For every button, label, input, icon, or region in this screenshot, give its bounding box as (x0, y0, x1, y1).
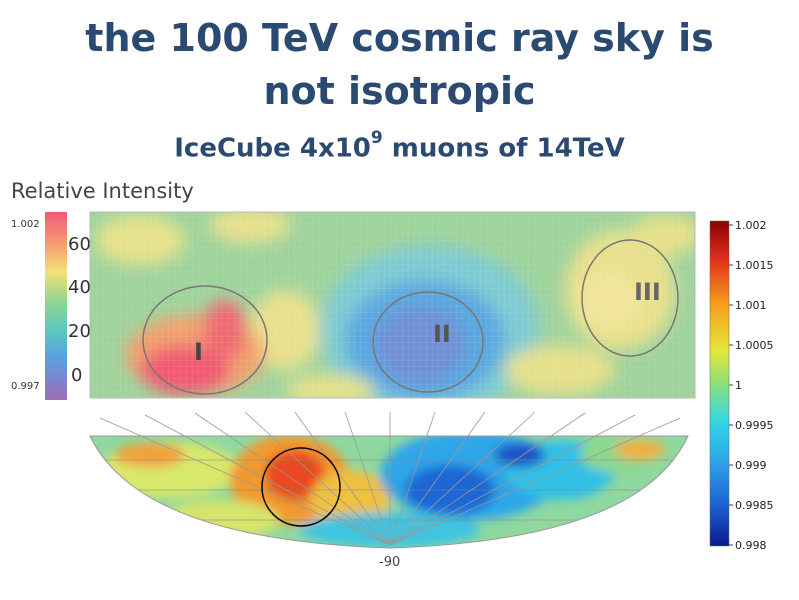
left-scale-tick: 60 (68, 234, 91, 255)
region-circle-2 (372, 291, 484, 393)
region-label-2: II (433, 320, 451, 348)
bowl-hotspot-circle (261, 447, 341, 527)
bowl-grid-lines (99, 411, 681, 546)
colorbar-tick: 1.001 (735, 299, 767, 312)
title-line-2: not isotropic (263, 69, 536, 113)
left-scale-tick: 40 (68, 277, 91, 298)
colorbar-tick: 1.0005 (735, 339, 774, 352)
colorbar-tick: 1 (735, 379, 742, 392)
left-scale-top-label: 1.002 (11, 219, 40, 230)
region-circle-3 (581, 239, 679, 357)
colorbar-tick: 0.9995 (735, 419, 774, 432)
colorbar-tick: 0.9985 (735, 499, 774, 512)
relative-intensity-label: Relative Intensity (11, 179, 194, 203)
left-scale-tick: 0 (71, 365, 82, 386)
title-line-1: the 100 TeV cosmic ray sky is (85, 16, 714, 60)
colorbar-tick: 0.998 (735, 539, 767, 552)
right-colorbar (709, 220, 730, 547)
subtitle-exponent: 9 (370, 128, 383, 148)
left-scale-tick: 20 (68, 321, 91, 342)
colorbar-tick: 1.0015 (735, 259, 774, 272)
subtitle-suffix: muons of 14TeV (382, 133, 625, 164)
region-circle-1 (142, 285, 268, 395)
subtitle-prefix: IceCube 4x10 (174, 133, 371, 164)
left-scale-bar (45, 212, 67, 400)
region-label-1: I (194, 338, 203, 366)
region-label-3: III (634, 278, 661, 306)
skymap-bottom-label: -90 (379, 555, 400, 570)
left-scale-bottom-label: 0.997 (11, 381, 40, 392)
colorbar-tick: 1.002 (735, 219, 767, 232)
rectangular-sky-map (90, 212, 695, 398)
colorbar-tick: 0.999 (735, 459, 767, 472)
subtitle: IceCube 4x109 muons of 14TeV (0, 128, 799, 164)
